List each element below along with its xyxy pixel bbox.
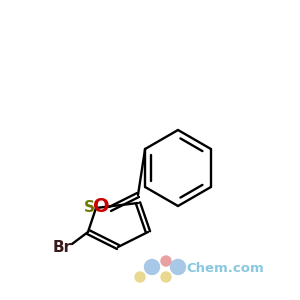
Text: Br: Br — [52, 241, 72, 256]
Circle shape — [135, 272, 145, 282]
Circle shape — [170, 260, 185, 274]
Circle shape — [161, 272, 171, 282]
Circle shape — [161, 256, 171, 266]
Circle shape — [145, 260, 160, 274]
Text: S: S — [83, 200, 94, 214]
Text: Chem.com: Chem.com — [186, 262, 264, 275]
Text: O: O — [93, 197, 109, 217]
